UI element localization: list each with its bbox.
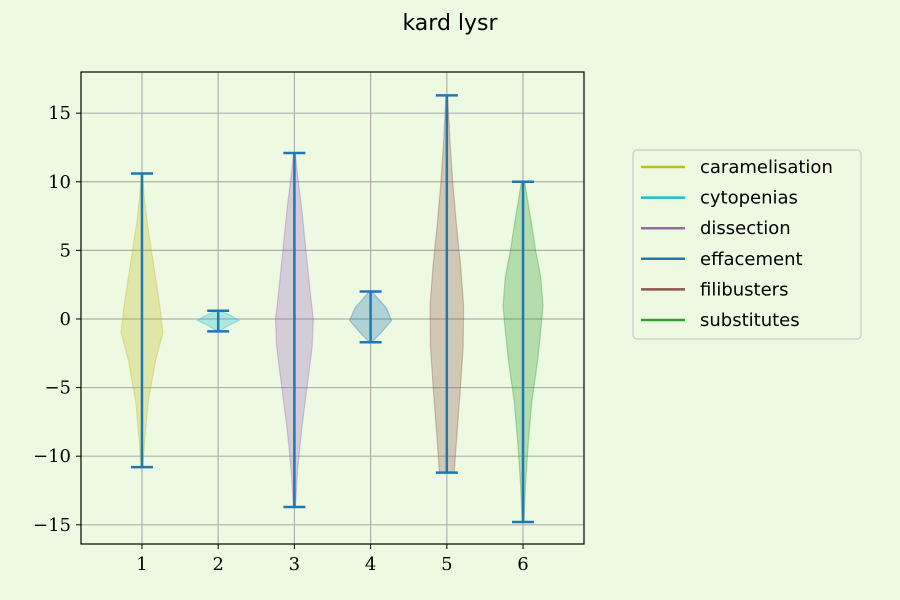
legend-box	[632, 149, 862, 340]
plot-area	[81, 72, 584, 544]
legend-label-caramelisation: caramelisation	[700, 157, 833, 178]
legend-label-substitutes: substitutes	[700, 310, 800, 331]
plot-frame	[80, 71, 585, 545]
x-tick-label: 3	[289, 554, 300, 575]
x-tick-label: 6	[517, 554, 528, 575]
y-tick-label: 10	[48, 172, 71, 193]
y-tick-label: 15	[48, 103, 71, 124]
y-tick-label: 0	[60, 309, 71, 330]
y-tick-label: −10	[33, 446, 71, 467]
y-axis-ticks: −15 −10 −5 0 5 10 15	[33, 103, 81, 536]
extrema-bars	[130, 94, 535, 524]
y-tick-label: −5	[44, 378, 71, 399]
legend: caramelisation cytopenias dissection efface…	[632, 149, 862, 340]
x-tick-label: 5	[441, 554, 452, 575]
legend-label-cytopenias: cytopenias	[700, 188, 798, 209]
x-tick-label: 4	[365, 554, 376, 575]
x-tick-label: 1	[136, 554, 147, 575]
y-tick-label: −15	[33, 515, 71, 536]
chart-title: kard lysr	[402, 11, 498, 36]
legend-label-effacement: effacement	[700, 249, 803, 270]
x-tick-label: 2	[212, 554, 223, 575]
legend-label-filibusters: filibusters	[700, 279, 788, 300]
legend-label-dissection: dissection	[700, 218, 791, 239]
y-tick-label: 5	[60, 240, 71, 261]
x-axis-ticks: 1 2 3 4 5 6	[136, 544, 529, 575]
